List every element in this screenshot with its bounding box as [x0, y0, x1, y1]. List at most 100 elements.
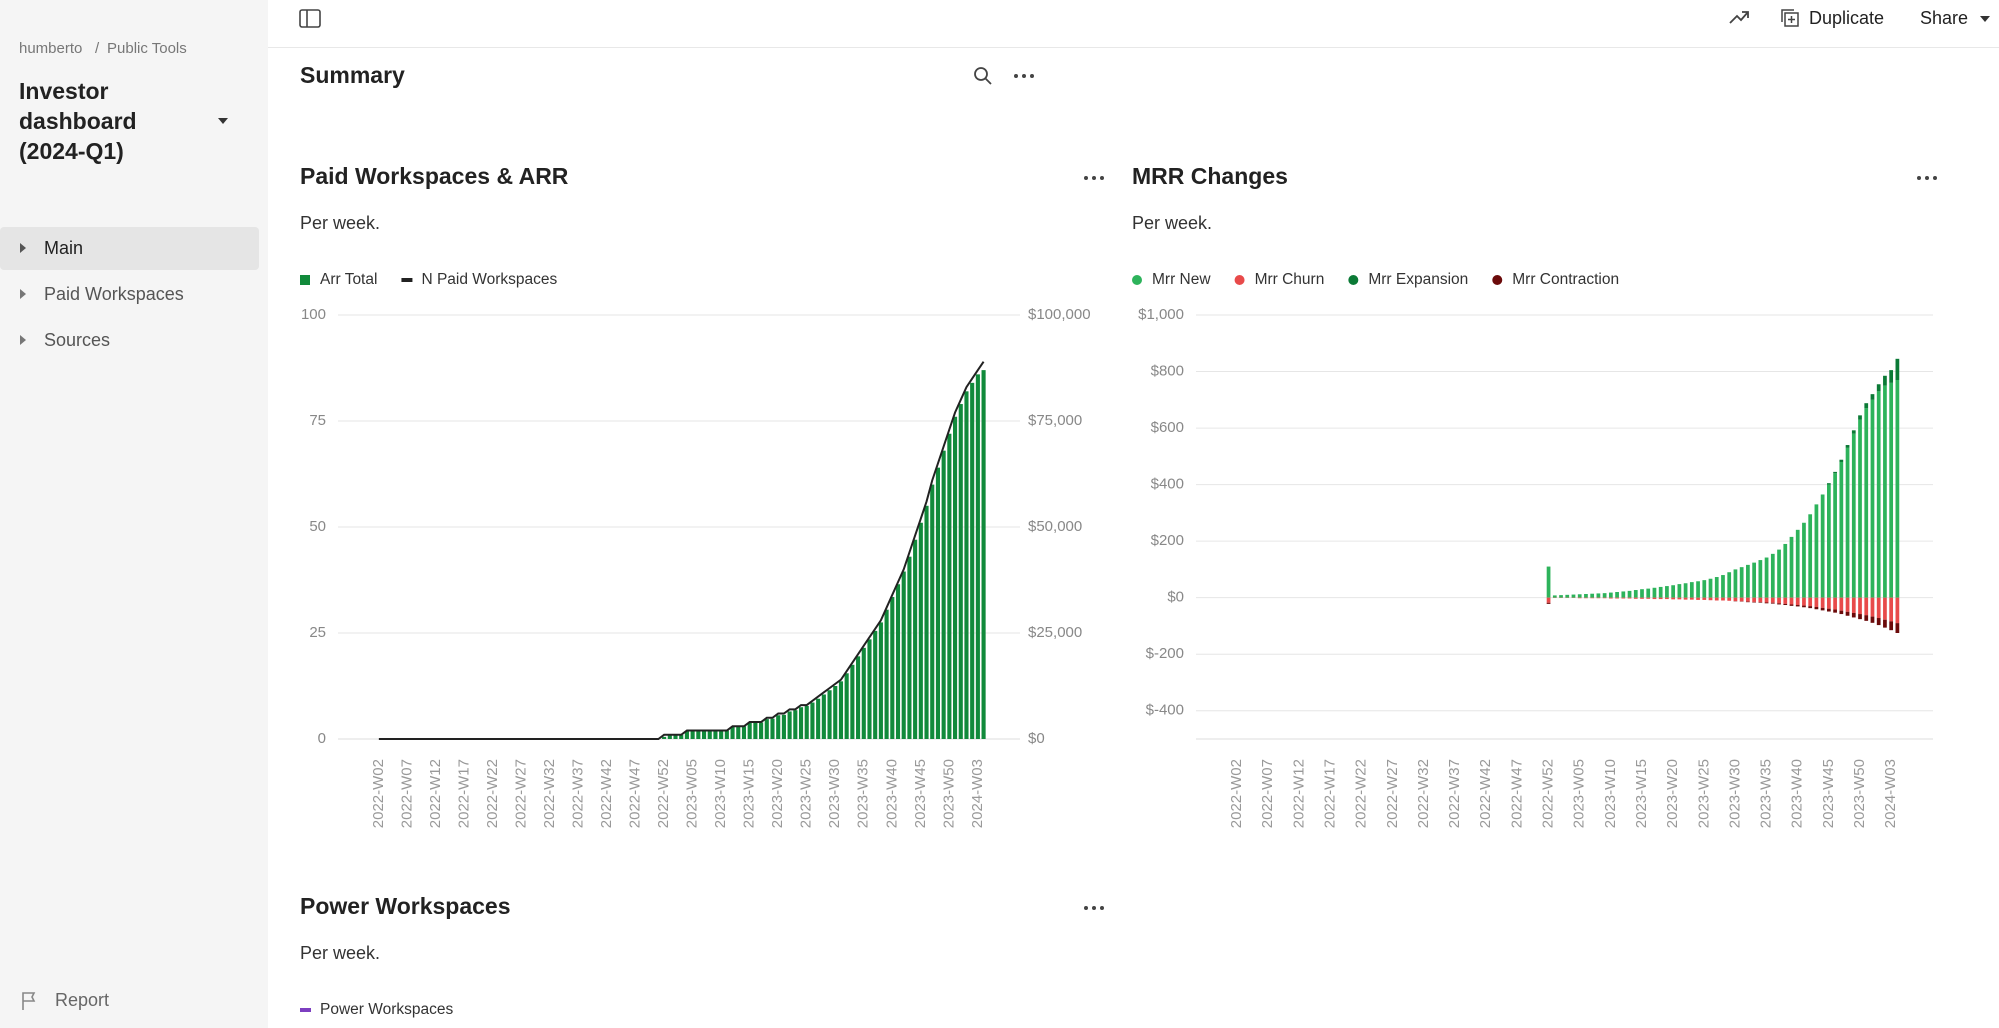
x-tick-label: 2022-W42 — [1477, 759, 1494, 828]
bar-segment — [1808, 514, 1813, 598]
bar-segment — [1802, 597, 1806, 606]
duplicate-button[interactable]: Duplicate — [1809, 8, 1885, 28]
bar — [850, 664, 855, 739]
bar-segment — [1733, 597, 1738, 602]
bar-segment — [1851, 433, 1856, 598]
bar-segment — [1552, 595, 1557, 598]
x-tick-label: 2022-W32 — [541, 759, 558, 828]
nav-item[interactable]: Sources — [0, 319, 259, 362]
bar-segment — [1689, 582, 1694, 598]
breadcrumb-project[interactable]: Public Tools — [107, 40, 187, 57]
chart-menu[interactable] — [1084, 176, 1104, 180]
bar-segment — [1590, 593, 1595, 598]
bar-segment — [1820, 597, 1825, 608]
bar-segment — [1851, 597, 1856, 613]
legend-marker — [300, 1008, 311, 1012]
bar-segment — [1752, 601, 1756, 603]
bar-segment — [1895, 597, 1900, 624]
bar — [935, 467, 940, 739]
x-tick-label: 2023-W35 — [1758, 759, 1775, 828]
menu-dot — [1092, 176, 1096, 180]
legend-label: N Paid Workspaces — [421, 271, 557, 288]
bar-segment — [1889, 370, 1894, 383]
chart-title: MRR Changes — [1132, 163, 1288, 189]
bar-segment — [1833, 597, 1837, 610]
bar-segment — [1615, 592, 1619, 598]
bar — [924, 505, 929, 739]
nav-item[interactable]: Main — [0, 227, 259, 270]
bar — [975, 374, 980, 739]
share-button[interactable]: Share — [1920, 8, 1969, 28]
x-tick-label: 2023-W50 — [940, 759, 957, 828]
x-tick-label: 2023-W15 — [741, 759, 758, 828]
bar-segment — [1870, 399, 1875, 598]
section-menu[interactable] — [1013, 72, 1035, 80]
bar-segment — [1602, 593, 1607, 598]
bar-segment — [1658, 597, 1663, 600]
share-caret[interactable] — [1980, 16, 1990, 23]
bar-segment — [1752, 562, 1756, 598]
x-tick-label: 2024-W03 — [969, 759, 986, 828]
y2-tick-label: $100,000 — [1028, 306, 1091, 323]
bar-segment — [1864, 597, 1869, 616]
bar-segment — [1895, 623, 1900, 633]
bar-segment — [1839, 610, 1844, 615]
breadcrumb-user[interactable]: humberto — [19, 40, 83, 57]
search-icon[interactable] — [973, 66, 993, 86]
bar — [747, 722, 752, 739]
bar-segment — [1889, 597, 1894, 622]
bar-segment — [1839, 597, 1844, 611]
bar — [827, 690, 832, 739]
legend-label: Mrr New — [1152, 271, 1211, 288]
x-tick-label: 2023-W10 — [1602, 759, 1619, 828]
bar-segment — [1565, 594, 1570, 598]
title-caret[interactable] — [217, 117, 229, 125]
bar-segment — [1808, 606, 1813, 609]
bar-segment — [1621, 591, 1626, 598]
trend-icon[interactable] — [1729, 9, 1749, 25]
x-tick-label: 2022-W22 — [1353, 759, 1370, 828]
bar-segment — [1590, 597, 1595, 599]
y2-tick-label: $25,000 — [1028, 624, 1082, 641]
bar-segment — [1696, 581, 1700, 598]
bar-segment — [1845, 447, 1850, 598]
bar-segment — [1789, 536, 1794, 598]
y-tick-label: 75 — [309, 412, 326, 429]
bar-segment — [1833, 473, 1837, 598]
x-tick-label: 2022-W27 — [512, 759, 529, 828]
menu-dot — [1933, 176, 1937, 180]
y-tick-label: $400 — [1151, 476, 1184, 493]
bar — [964, 391, 969, 739]
bar — [941, 450, 946, 739]
x-tick-label: 2022-W27 — [1384, 759, 1401, 828]
chart-title: Power Workspaces — [300, 893, 511, 919]
menu-dot — [1917, 176, 1921, 180]
bar-segment — [1627, 597, 1632, 599]
bar-segment — [1752, 597, 1756, 602]
chart-menu[interactable] — [1917, 176, 1937, 180]
bar-segment — [1876, 391, 1881, 598]
nav-item[interactable]: Paid Workspaces — [0, 273, 259, 316]
legend-label: Power Workspaces — [320, 1001, 453, 1018]
bar-segment — [1615, 597, 1619, 599]
bar-segment — [1677, 597, 1682, 600]
chart-menu[interactable] — [1084, 906, 1104, 910]
bar — [913, 539, 918, 739]
report-link[interactable]: Report — [55, 990, 110, 1010]
bar-segment — [1602, 597, 1607, 599]
legend-marker — [1234, 275, 1245, 285]
bar — [798, 707, 804, 739]
menu-dot — [1084, 906, 1088, 910]
bar-segment — [1577, 597, 1582, 599]
bar-segment — [1746, 601, 1750, 603]
sidebar-toggle[interactable] — [299, 9, 321, 28]
x-tick-label: 2022-W17 — [1322, 759, 1339, 828]
bar — [958, 404, 963, 739]
bar-segment — [1677, 584, 1682, 598]
x-tick-label: 2022-W42 — [598, 759, 615, 828]
bar-segment — [1721, 597, 1725, 601]
bar — [844, 673, 849, 739]
bar-segment — [1851, 612, 1856, 618]
bar-segment — [1671, 585, 1676, 598]
bar — [781, 714, 786, 739]
